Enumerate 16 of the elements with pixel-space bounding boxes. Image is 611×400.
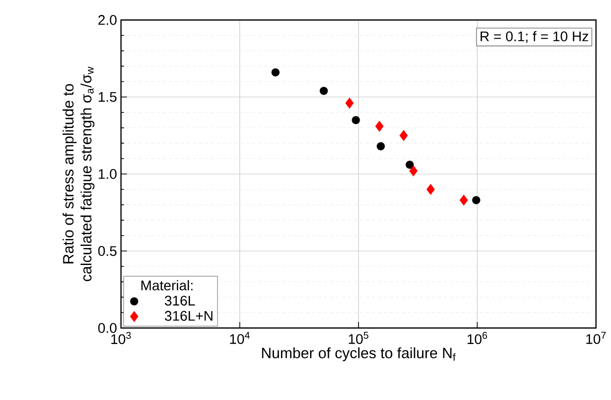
x-tick-label: 10$^{5}$ [348,332,368,344]
legend-title: Material: [141,280,192,290]
y-tick-label: 1.5 [98,92,116,102]
legend-label: 316L+N [164,310,212,321]
x-tick-label: 10$^{7}$ [586,332,606,344]
x-axis-title: Number of cycles to failure N$_{f}$ [262,347,456,362]
legend-label: 316L [164,296,195,306]
x-tick-label: 10$^{6}$ [468,332,488,344]
y-tick-label: 0.0 [98,323,117,333]
y-tick-label: 0.5 [98,246,116,256]
x-tick-label: 10$^{4}$ [230,332,250,344]
y-tick-label: 1.0 [98,169,117,179]
annotation: R = 0.1; f = 10 Hz [480,31,588,43]
y-axis-title: Ratio of stress amplitude to calculated fatigue strength σ$_{a}$/σ$_{w}$ [62,66,94,282]
x-tick-label: 10$^{3}$ [111,332,131,344]
y-tick-label: 2.0 [98,15,117,25]
